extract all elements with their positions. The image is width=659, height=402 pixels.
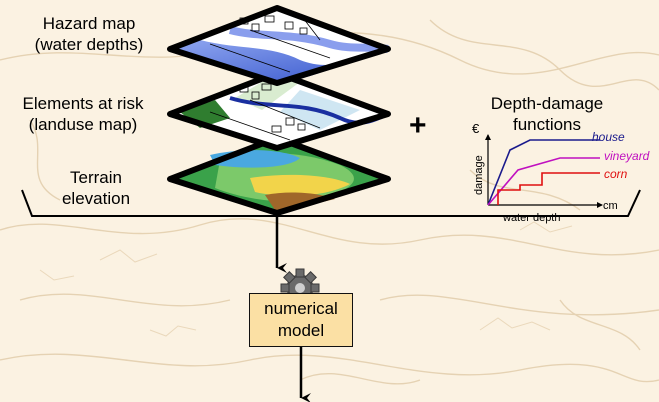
elements-at-risk-text: Elements at risk (landuse map) bbox=[22, 94, 144, 134]
curve-vineyard bbox=[487, 157, 600, 206]
numerical-model-box: numerical model bbox=[249, 293, 353, 347]
hazard-map-layer bbox=[167, 5, 391, 86]
curve-corn bbox=[497, 172, 600, 205]
curve-label-house: house bbox=[592, 130, 625, 144]
terrain-elevation-label: Terrain elevation bbox=[36, 167, 156, 209]
curve-label-corn: corn bbox=[604, 167, 628, 181]
x-axis-label: water depth bbox=[502, 212, 560, 224]
depth-damage-functions-label: Depth-damage functions bbox=[462, 93, 632, 135]
terrain-layer bbox=[167, 135, 391, 216]
x-unit: cm bbox=[603, 200, 618, 212]
y-axis-label: damage bbox=[473, 155, 485, 195]
hazard-map-label: Hazard map (water depths) bbox=[6, 13, 172, 55]
hazard-map-text: Hazard map (water depths) bbox=[34, 14, 144, 54]
numerical-model-text: numerical model bbox=[264, 299, 338, 340]
y-unit: € bbox=[472, 121, 480, 136]
curve-house bbox=[487, 139, 600, 206]
depth-damage-plot: € damage water depth cm house vineyard c… bbox=[472, 121, 650, 224]
depth-damage-functions-text: Depth-damage functions bbox=[490, 94, 604, 134]
bracket-line bbox=[21, 189, 641, 217]
plus-sign: + bbox=[409, 109, 427, 142]
curve-label-vineyard: vineyard bbox=[604, 149, 650, 163]
elements-at-risk-label: Elements at risk (landuse map) bbox=[0, 93, 166, 135]
terrain-elevation-text: Terrain elevation bbox=[61, 168, 131, 208]
